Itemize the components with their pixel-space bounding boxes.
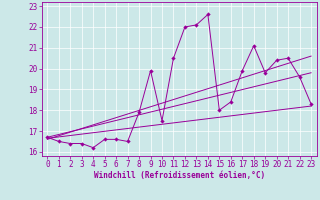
X-axis label: Windchill (Refroidissement éolien,°C): Windchill (Refroidissement éolien,°C) [94, 171, 265, 180]
